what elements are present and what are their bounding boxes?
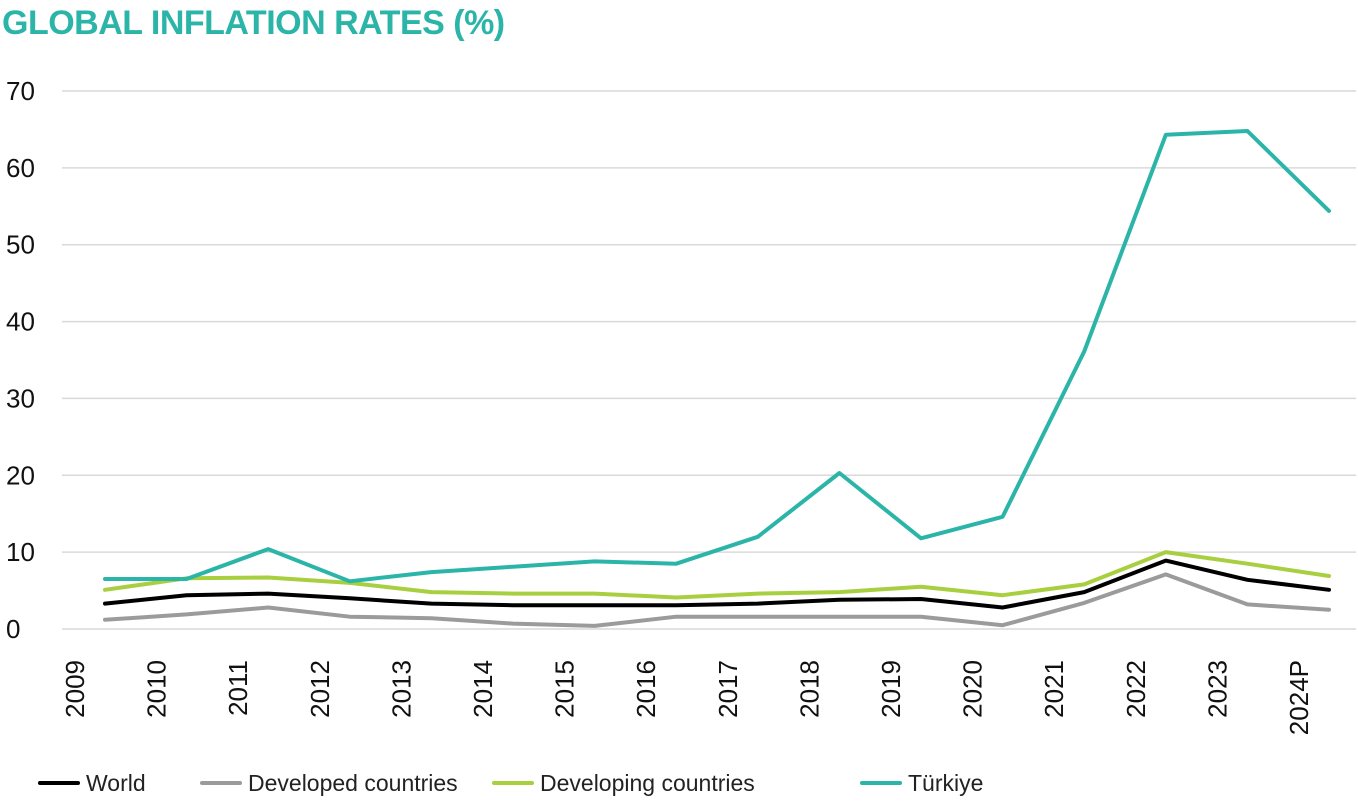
x-tick-label: 2021 <box>1039 660 1069 718</box>
x-tick-label: 2013 <box>386 660 416 718</box>
x-tick-label: 2019 <box>876 660 906 718</box>
chart-title: GLOBAL INFLATION RATES (%) <box>2 4 505 42</box>
legend-label: Developed countries <box>248 770 458 796</box>
legend-item: Developing countries <box>492 770 755 796</box>
y-tick-label: 50 <box>6 230 35 260</box>
x-tick-label: 2009 <box>60 660 90 718</box>
series-line-world <box>103 558 1331 610</box>
series-lines <box>103 129 1331 628</box>
series-line-developing-countries <box>103 550 1331 600</box>
y-tick-label: 0 <box>6 614 20 644</box>
y-tick-label: 40 <box>6 307 35 337</box>
y-tick-label: 70 <box>6 76 35 106</box>
x-tick-label: 2010 <box>142 660 172 718</box>
gridlines <box>62 90 1356 630</box>
x-tick-label: 2011 <box>223 660 253 716</box>
x-tick-label: 2014 <box>468 660 498 718</box>
x-tick-label: 2023 <box>1202 660 1232 718</box>
legend-label: Developing countries <box>540 770 755 796</box>
x-tick-label: 2024P <box>1284 660 1314 735</box>
legend: World Developed countries Developing count… <box>38 770 983 796</box>
x-tick-label: 2022 <box>1121 660 1151 718</box>
legend-label: World <box>86 770 146 796</box>
y-tick-label: 60 <box>6 153 35 183</box>
series-line-developed-countries <box>103 572 1331 628</box>
x-tick-label: 2012 <box>305 660 335 718</box>
x-tick-label: 2018 <box>794 660 824 718</box>
x-tick-label: 2017 <box>713 660 743 718</box>
x-tick-label: 2020 <box>958 660 988 718</box>
x-axis: 2009 2010 2011 2012 2013 2014 2015 2016 2017 2018… <box>60 660 1314 735</box>
y-tick-label: 30 <box>6 383 35 413</box>
x-tick-label: 2016 <box>631 660 661 718</box>
legend-label: Türkiye <box>908 770 983 796</box>
y-axis: 0 10 20 30 40 50 60 70 <box>6 76 35 644</box>
x-tick-label: 2015 <box>550 660 580 718</box>
y-tick-label: 10 <box>6 537 35 567</box>
legend-item: Türkiye <box>860 770 983 796</box>
legend-item: World <box>38 770 146 796</box>
series-line-t-rkiye <box>103 129 1331 584</box>
legend-item: Developed countries <box>200 770 458 796</box>
y-tick-label: 20 <box>6 460 35 490</box>
